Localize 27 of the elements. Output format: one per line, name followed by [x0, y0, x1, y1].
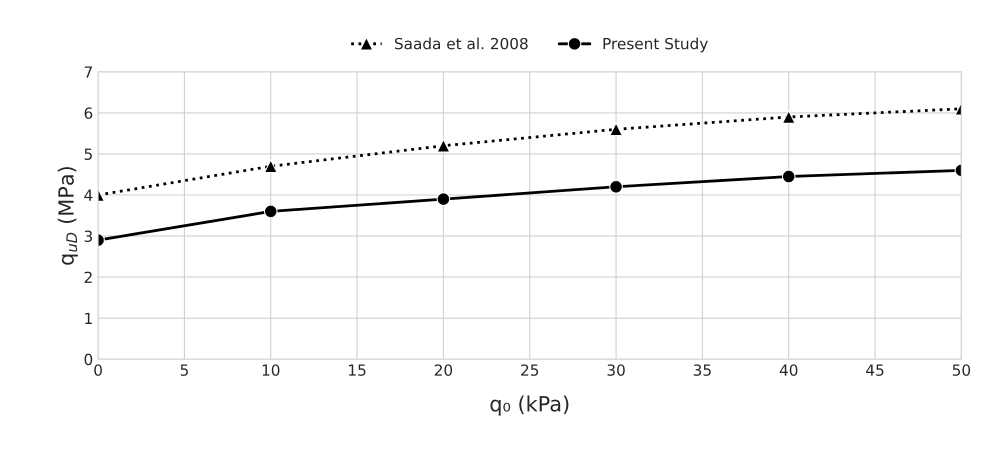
y-axis-title: q$_{uD}$ (MPa): [58, 167, 78, 265]
y-tick-label: 6: [84, 107, 92, 119]
x-tick-label: 50: [952, 364, 970, 376]
x-tick-label: 20: [434, 364, 452, 376]
y-tick-label: 3: [84, 230, 92, 242]
x-tick-label: 25: [521, 364, 538, 376]
x-tick-label: 35: [694, 364, 711, 376]
point: [436, 138, 450, 152]
y-tick-label: 0: [84, 354, 92, 366]
x-tick-label: 45: [866, 364, 884, 376]
x-tick-label: 0: [94, 364, 102, 376]
point: [436, 192, 450, 206]
y-tick-label: 5: [84, 148, 92, 160]
x-tick-label: 10: [262, 364, 280, 376]
x-tick-label: 30: [608, 364, 625, 376]
y-tick-label: 1: [85, 312, 92, 324]
point: [609, 122, 623, 136]
y-tick-label: 7: [84, 66, 92, 78]
y-tick-label: 4: [84, 190, 92, 201]
x-tick-label: 5: [180, 364, 188, 376]
x-axis-title: q₀ (kPa): [490, 396, 568, 416]
x-tick-label: 15: [349, 364, 366, 376]
point: [609, 180, 623, 194]
x-tick-label: 40: [780, 364, 798, 376]
y-tick-label: 2: [84, 272, 92, 283]
legend-label: Saada et al. 2008: [394, 38, 528, 50]
legend-label: Present Study: [604, 38, 708, 52]
